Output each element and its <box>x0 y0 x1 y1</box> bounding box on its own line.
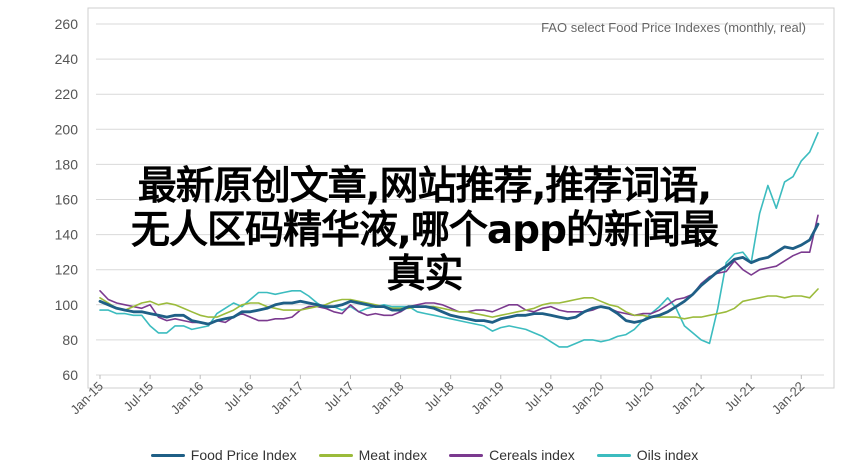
x-tick-label: Jul-16 <box>221 379 257 415</box>
chart-title: FAO select Food Price Indexes (monthly, … <box>541 20 806 35</box>
legend-label: Oils index <box>636 447 699 463</box>
x-tick-label: Jan-20 <box>568 379 607 418</box>
watermark-line-2: 无人区码精华液,哪个app的新闻最 <box>131 208 719 253</box>
x-tick-label: Jan-17 <box>268 379 307 418</box>
x-tick-label: Jul-21 <box>722 379 758 415</box>
y-tick-label: 120 <box>55 262 79 278</box>
x-tick-label: Jul-19 <box>521 379 557 415</box>
series-line-oils-index <box>99 132 819 348</box>
legend-item: Meat index <box>318 447 428 463</box>
legend-label: Food Price Index <box>190 447 297 463</box>
gridlines <box>96 23 824 376</box>
legend-item: Food Price Index <box>150 447 297 463</box>
legend-swatch <box>318 453 353 457</box>
y-tick-label: 100 <box>55 297 79 313</box>
y-tick-label: 140 <box>55 227 79 243</box>
y-tick-label: 60 <box>62 367 78 383</box>
y-tick-label: 180 <box>55 156 79 172</box>
y-axis-ticks: 60 80 100 120 140 160 180 200 220 240 260 <box>55 16 79 383</box>
y-tick-label: 160 <box>55 192 79 208</box>
watermark-line-1: 最新原创文章,网站推荐,推荐词语, <box>137 164 712 209</box>
legend-swatch <box>150 453 185 457</box>
legend-label: Meat index <box>358 447 428 463</box>
series-lines <box>98 132 820 348</box>
watermark-line-3: 真实 <box>386 252 463 297</box>
x-tick-label: Jul-18 <box>421 379 457 415</box>
plot-border <box>87 7 835 389</box>
x-tick-label: Jan-15 <box>67 379 106 418</box>
watermark-text: 最新原创文章,网站推荐,推荐词语, 无人区码精华液,哪个app的新闻最 真实 <box>0 165 849 297</box>
y-tick-label: 80 <box>62 332 78 348</box>
series-line-meat-index <box>99 288 819 320</box>
legend-label: Cereals index <box>489 447 575 463</box>
x-tick-label: Jan-21 <box>669 379 708 418</box>
y-tick-label: 240 <box>55 51 79 67</box>
legend-swatch <box>596 453 631 457</box>
legend: Food Price Index Meat index Cereals index O… <box>0 447 849 463</box>
legend-item: Oils index <box>596 447 699 463</box>
x-tick-label: Jan-19 <box>468 379 507 418</box>
x-axis-ticks: Jan-15 Jul-15 Jan-16 Jul-16 Jan-17 Jul-17 Jan-… <box>67 375 807 417</box>
x-tick-label: Jan-16 <box>168 379 207 418</box>
x-tick-label: Jan-22 <box>769 379 808 418</box>
x-tick-label: Jul-15 <box>121 379 157 415</box>
series-line-food-price-index <box>98 222 820 326</box>
x-tick-label: Jan-18 <box>368 379 407 418</box>
y-tick-label: 200 <box>55 121 79 137</box>
x-tick-label: Jul-17 <box>321 379 357 415</box>
y-tick-label: 260 <box>55 16 79 32</box>
y-tick-label: 220 <box>55 86 79 102</box>
legend-swatch <box>449 453 484 457</box>
legend-item: Cereals index <box>449 447 575 463</box>
x-tick-label: Jul-20 <box>621 379 657 415</box>
